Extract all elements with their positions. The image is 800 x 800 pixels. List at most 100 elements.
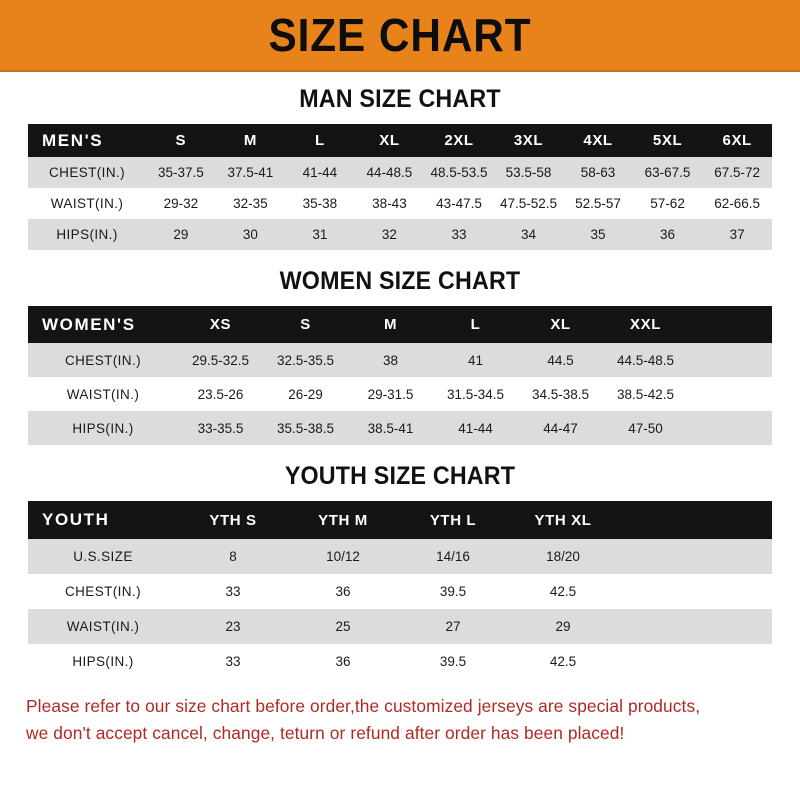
table-cell: 58-63 <box>580 165 616 180</box>
table-header-row: YOUTH YTH S YTH M YTH L YTH XL <box>28 501 772 539</box>
size-column-header: 5XL <box>652 132 683 149</box>
table-row: CHEST(IN.) 35-37.5 37.5-41 41-44 44-48.5… <box>28 157 772 188</box>
table-cell: 23.5-26 <box>197 386 244 402</box>
table-cell: 53.5-58 <box>505 165 552 180</box>
size-column-header: 3XL <box>513 132 544 149</box>
section-title-youth: YOUTH SIZE CHART <box>284 462 516 490</box>
row-label: CHEST(IN.) <box>49 165 126 180</box>
row-label: HIPS(IN.) <box>72 654 134 669</box>
row-label: U.S.SIZE <box>73 549 133 564</box>
table-cell: 37.5-41 <box>227 165 274 180</box>
table-cell: 23 <box>225 619 241 634</box>
table-row: HIPS(IN.) 29 30 31 32 33 34 35 36 37 <box>28 219 772 250</box>
table-cell-empty <box>688 377 772 411</box>
women-size-table: WOMEN'S XS S M L XL XXL CHEST(IN.) 29.5-… <box>28 306 772 445</box>
table-cell: 43-47.5 <box>436 196 482 211</box>
table-cell: 33 <box>451 227 467 242</box>
table-row: HIPS(IN.) 33 36 39.5 42.5 <box>28 644 772 679</box>
table-cell: 29-32 <box>163 196 199 211</box>
table-header-row: WOMEN'S XS S M L XL XXL <box>28 306 772 343</box>
table-cell: 14/16 <box>436 549 470 564</box>
table-cell-empty <box>618 644 772 679</box>
table-cell: 48.5-53.5 <box>430 165 488 180</box>
table-cell: 47-50 <box>628 420 663 436</box>
table-cell-empty <box>688 343 772 377</box>
table-cell: 34.5-38.5 <box>531 386 590 402</box>
table-cell-empty <box>618 574 772 609</box>
table-cell: 29 <box>555 619 571 634</box>
table-cell: 57-62 <box>650 196 685 211</box>
table-cell: 42.5 <box>549 654 577 669</box>
row-label: CHEST(IN.) <box>65 352 141 368</box>
row-label: WAIST(IN.) <box>50 196 124 211</box>
size-column-header: M <box>243 132 257 149</box>
table-cell: 52.5-57 <box>575 196 621 211</box>
table-cell: 32 <box>381 227 397 242</box>
section-women: WOMEN SIZE CHART WOMEN'S XS S M L XL XXL… <box>0 268 800 445</box>
table-cell: 37 <box>729 227 745 242</box>
size-column-header: XS <box>209 316 232 333</box>
table-cell: 8 <box>229 549 237 564</box>
size-column-header: XXL <box>630 316 661 333</box>
table-cell-empty <box>618 609 772 644</box>
man-size-table: MEN'S S M L XL 2XL 3XL 4XL 5XL 6XL CHEST… <box>28 124 772 250</box>
size-column-header: L <box>315 132 325 149</box>
table-cell: 35-37.5 <box>157 165 204 180</box>
size-column-header: 4XL <box>583 132 613 149</box>
table-cell: 33 <box>225 654 241 669</box>
table-cell: 41 <box>467 352 484 368</box>
table-cell-empty <box>618 501 772 539</box>
table-cell: 38.5-41 <box>367 420 414 436</box>
table-cell: 29 <box>173 227 189 242</box>
size-column-header: S <box>175 132 187 149</box>
table-cell: 41-44 <box>458 420 493 436</box>
table-cell: 30 <box>242 227 258 242</box>
table-cell: 32-35 <box>233 196 268 211</box>
row-label: WAIST(IN.) <box>66 619 140 634</box>
disclaimer-line-2: we don't accept cancel, change, teturn o… <box>26 723 625 743</box>
table-cell: 38-43 <box>372 196 407 211</box>
table-cell: 27 <box>445 619 461 634</box>
table-cell: 42.5 <box>549 584 577 599</box>
row-label: WAIST(IN.) <box>66 386 140 402</box>
size-column-header: YTH M <box>318 511 368 529</box>
youth-size-table: YOUTH YTH S YTH M YTH L YTH XL U.S.SIZE … <box>28 501 772 679</box>
table-row: HIPS(IN.) 33-35.5 35.5-38.5 38.5-41 41-4… <box>28 411 772 445</box>
table-cell: 35-38 <box>302 196 338 211</box>
page-banner: SIZE CHART <box>0 0 800 72</box>
table-row: WAIST(IN.) 29-32 32-35 35-38 38-43 43-47… <box>28 188 772 219</box>
row-label: CHEST(IN.) <box>65 584 141 599</box>
table-row: WAIST(IN.) 23.5-26 26-29 29-31.5 31.5-34… <box>28 377 772 411</box>
table-cell: 44-48.5 <box>366 165 413 180</box>
size-column-header: L <box>470 316 481 333</box>
table-cell-empty <box>688 411 772 445</box>
table-cell: 36 <box>660 227 676 242</box>
table-row: CHEST(IN.) 29.5-32.5 32.5-35.5 38 41 44.… <box>28 343 772 377</box>
table-header-row: MEN'S S M L XL 2XL 3XL 4XL 5XL 6XL <box>28 124 772 157</box>
table-cell: 25 <box>335 619 351 634</box>
table-cell: 35 <box>590 227 606 242</box>
section-title-man: MAN SIZE CHART <box>299 85 501 113</box>
section-youth: YOUTH SIZE CHART YOUTH YTH S YTH M YTH L… <box>0 463 800 679</box>
table-cell: 10/12 <box>326 549 360 564</box>
table-cell-empty <box>688 306 772 343</box>
table-cell: 35.5-38.5 <box>276 420 335 436</box>
table-cell: 34 <box>520 227 537 242</box>
table-row: U.S.SIZE 8 10/12 14/16 18/20 <box>28 539 772 574</box>
size-column-header: 6XL <box>722 132 752 149</box>
table-cell: 63-67.5 <box>644 165 691 180</box>
table-cell: 31.5-34.5 <box>446 386 505 402</box>
section-title-women: WOMEN SIZE CHART <box>279 267 521 295</box>
table-cell: 18/20 <box>546 549 580 564</box>
page-title: SIZE CHART <box>268 9 532 61</box>
table-row: WAIST(IN.) 23 25 27 29 <box>28 609 772 644</box>
section-man: MAN SIZE CHART MEN'S S M L XL 2XL 3XL 4X… <box>0 86 800 250</box>
table-cell: 44-47 <box>543 420 578 436</box>
table-header-label: WOMEN'S <box>42 314 136 334</box>
table-cell: 31 <box>312 227 328 242</box>
table-cell: 29.5-32.5 <box>191 352 250 368</box>
row-label: HIPS(IN.) <box>56 227 118 242</box>
table-cell: 32.5-35.5 <box>276 352 335 368</box>
row-label: HIPS(IN.) <box>72 420 134 436</box>
